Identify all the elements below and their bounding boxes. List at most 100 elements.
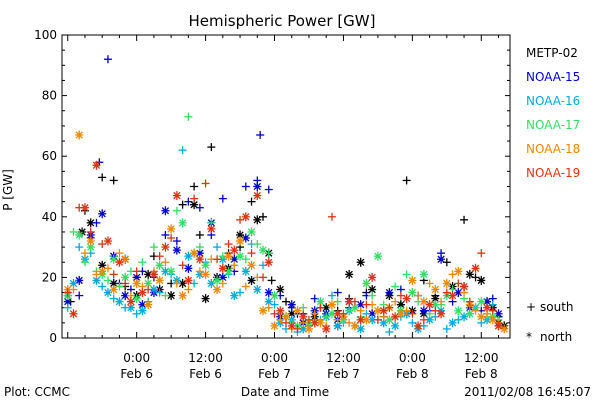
south-point (103, 276, 112, 285)
north-point (408, 288, 417, 298)
south-point (213, 243, 222, 252)
north-point (98, 209, 107, 219)
north-point (454, 266, 463, 276)
y-axis-ticks: 0 20 40 60 80 100 (34, 28, 510, 345)
north-point (477, 312, 486, 322)
south-point (63, 303, 72, 312)
south-point (109, 176, 118, 185)
north-point (224, 266, 233, 276)
north-point (195, 254, 204, 264)
south-point (425, 279, 434, 288)
north-point (350, 303, 359, 313)
north-point (86, 236, 95, 246)
south-point (247, 197, 256, 206)
north-point (132, 278, 141, 288)
north-point (155, 275, 164, 285)
north-point (471, 263, 480, 273)
symbol-key-glyph: * (526, 330, 532, 344)
north-point (247, 227, 256, 237)
south-point (149, 243, 158, 252)
south-point (465, 297, 474, 306)
north-point (184, 263, 193, 273)
north-point (247, 275, 256, 285)
south-point (391, 282, 400, 291)
south-point (86, 227, 95, 236)
south-point (241, 182, 250, 191)
legend-entry: METP-02 (526, 46, 578, 60)
south-point (333, 288, 342, 297)
x-tick-date-label: Feb 6 (120, 367, 153, 381)
north-point (454, 306, 463, 316)
north-point (437, 254, 446, 264)
legend-entry: NOAA-16 (526, 94, 580, 108)
x-tick-time-label: 0:00 (399, 351, 426, 365)
north-point (253, 285, 262, 295)
south-point (267, 276, 276, 285)
south-point (121, 279, 130, 288)
north-point (379, 306, 388, 316)
north-point (437, 309, 446, 319)
north-point (184, 275, 193, 285)
south-point (195, 243, 204, 252)
north-point (92, 160, 101, 170)
y-tick-label: 20 (42, 270, 57, 284)
south-point (109, 270, 118, 279)
south-point (138, 258, 147, 267)
south-point (373, 315, 382, 324)
y-tick-label: 40 (42, 210, 57, 224)
north-point (465, 309, 474, 319)
north-point (425, 300, 434, 310)
y-tick-label: 80 (42, 89, 57, 103)
south-point (178, 200, 187, 209)
north-point (287, 321, 296, 331)
north-point (385, 288, 394, 298)
south-point (167, 234, 176, 243)
south-point (80, 258, 89, 267)
north-point (138, 288, 147, 298)
south-point (256, 130, 265, 139)
north-point (253, 215, 262, 225)
south-point (155, 252, 164, 261)
south-point (327, 212, 336, 221)
north-point (408, 275, 417, 285)
south-point (385, 327, 394, 336)
north-point (356, 315, 365, 325)
south-point (98, 173, 107, 182)
north-point (483, 303, 492, 313)
north-point (373, 251, 382, 261)
north-point (230, 245, 239, 255)
south-point (414, 291, 423, 300)
north-point (218, 263, 227, 273)
x-tick-time-label: 0:00 (123, 351, 150, 365)
north-point (350, 321, 359, 331)
north-point (327, 300, 336, 310)
north-point (103, 288, 112, 298)
north-point (253, 182, 262, 191)
north-point (264, 257, 273, 267)
north-point (167, 266, 176, 276)
north-point (213, 275, 222, 285)
symbol-key: + south * north (526, 300, 574, 344)
north-point (465, 269, 474, 279)
north-point (80, 203, 89, 213)
south-point (391, 297, 400, 306)
south-point (224, 240, 233, 249)
north-point (362, 278, 371, 288)
north-point (144, 300, 153, 310)
south-point (402, 176, 411, 185)
south-point (161, 258, 170, 267)
north-point (103, 236, 112, 246)
north-point (270, 291, 279, 301)
north-point (178, 218, 187, 228)
north-point (259, 306, 268, 316)
north-point (172, 245, 181, 255)
south-point (460, 215, 469, 224)
north-point (304, 324, 313, 334)
south-point (103, 55, 112, 64)
north-point (241, 212, 250, 222)
north-point (345, 269, 354, 279)
north-point (149, 269, 158, 279)
south-point (362, 300, 371, 309)
north-point (442, 278, 451, 288)
